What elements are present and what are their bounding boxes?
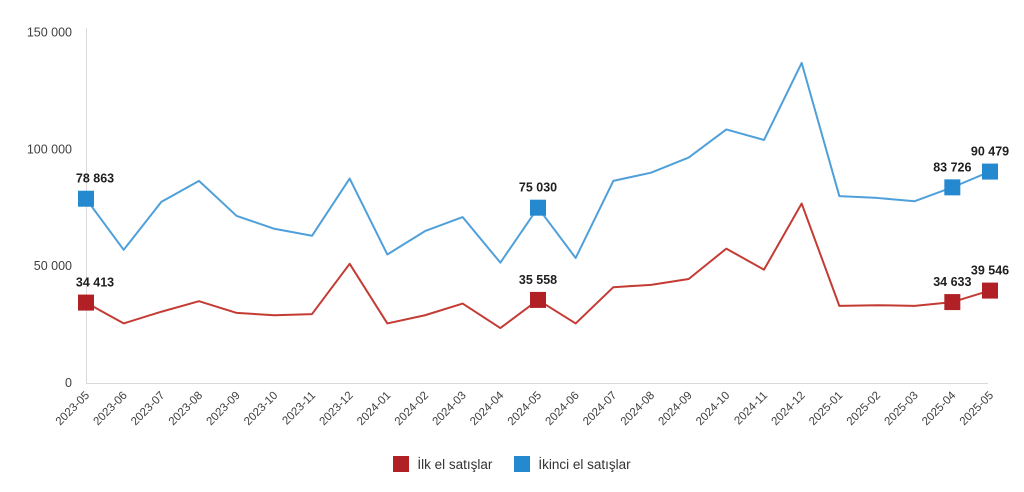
legend-swatch-ikinci-el <box>514 456 531 472</box>
x-axis-tick-label: 2023-07 <box>129 390 167 428</box>
x-axis-tick-label: 2023-10 <box>242 390 280 428</box>
data-point-label-series-0: 34 413 <box>76 276 114 290</box>
chart-legend: İlk el satışlar İkinci el satışlar <box>0 456 1024 472</box>
x-axis-tick-label: 2023-08 <box>167 390 205 428</box>
y-axis-tick-label: 50 000 <box>34 259 72 273</box>
y-axis-tick-label: 100 000 <box>27 142 72 156</box>
line-series-0 <box>85 202 991 330</box>
legend-item-ikinci-el-satislar: İkinci el satışlar <box>514 456 631 472</box>
data-point-label-series-0: 34 633 <box>933 275 971 289</box>
data-point-label-series-0: 35 558 <box>519 273 557 287</box>
legend-label-ikinci-el: İkinci el satışlar <box>538 456 631 472</box>
data-point-label-series-1: 83 726 <box>933 160 971 174</box>
y-axis-tick-label: 0 <box>65 376 72 390</box>
data-point-label-series-0: 39 546 <box>971 264 1009 278</box>
data-point-marker-series-1 <box>982 163 998 180</box>
data-point-marker-series-0 <box>982 282 998 299</box>
x-axis-tick-label: 2023-06 <box>91 390 129 428</box>
legend-item-ilk-el-satislar: İlk el satışlar <box>393 456 492 472</box>
data-point-marker-series-0 <box>78 294 94 311</box>
y-axis-tick-label: 150 000 <box>27 26 72 40</box>
x-axis-tick-label: 2023-11 <box>280 390 318 428</box>
x-axis-tick-label: 2024-05 <box>506 390 544 428</box>
x-axis-tick-label: 2025-03 <box>882 390 920 428</box>
x-axis-tick-label: 2024-03 <box>430 390 468 428</box>
x-axis-tick-label: 2024-07 <box>581 390 619 428</box>
data-point-label-series-1: 90 479 <box>971 145 1009 159</box>
x-axis-tick-label: 2024-12 <box>769 390 807 428</box>
x-axis-tick-label: 2025-04 <box>920 389 959 428</box>
x-axis-tick-label: 2025-05 <box>958 390 996 428</box>
x-axis-tick-label: 2024-02 <box>393 390 431 428</box>
data-point-marker-series-1 <box>78 190 94 207</box>
data-point-label-series-1: 75 030 <box>519 181 557 195</box>
x-axis-tick-label: 2024-04 <box>468 389 507 428</box>
x-axis-tick-label: 2023-05 <box>54 390 92 428</box>
x-axis-tick-label: 2024-11 <box>732 390 770 428</box>
x-axis-tick-label: 2023-09 <box>204 390 242 428</box>
x-axis-tick-label: 2023-12 <box>317 390 355 428</box>
x-axis-tick-label: 2024-08 <box>619 390 657 428</box>
x-axis-tick-label: 2024-06 <box>543 390 581 428</box>
line-series-1 <box>85 61 991 264</box>
data-point-marker-series-0 <box>944 294 961 311</box>
data-point-marker-series-1 <box>944 179 961 196</box>
x-axis-tick-label: 2025-01 <box>807 390 845 428</box>
x-axis-tick-label: 2024-09 <box>656 390 694 428</box>
legend-swatch-ilk-el <box>393 456 410 472</box>
data-point-marker-series-0 <box>530 291 546 308</box>
x-axis-tick-label: 2025-02 <box>845 390 883 428</box>
x-axis-tick-label: 2024-10 <box>694 390 732 428</box>
data-point-marker-series-1 <box>530 199 546 216</box>
x-axis-tick-label: 2024-01 <box>355 390 393 428</box>
data-point-label-series-1: 78 863 <box>76 172 114 186</box>
legend-label-ilk-el: İlk el satışlar <box>417 456 493 472</box>
